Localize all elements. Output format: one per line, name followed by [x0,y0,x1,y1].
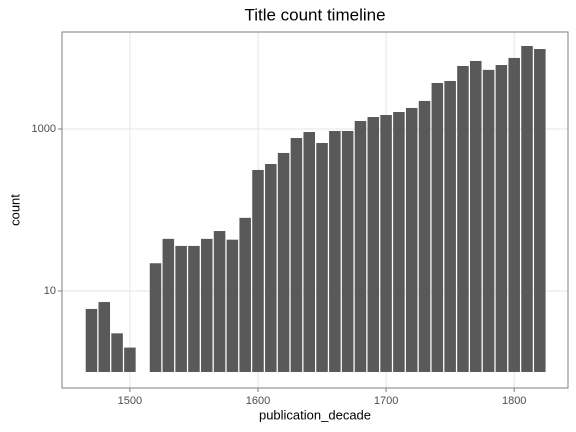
bar [341,130,354,372]
bar [470,60,482,372]
bar [239,217,251,372]
bar [111,333,123,372]
chart-title: Title count timeline [244,5,385,24]
bar [495,65,508,372]
bar [188,245,200,372]
y-axis-title: count [7,194,22,226]
bar [124,347,136,372]
x-tick-label: 1600 [246,395,270,407]
bar [354,121,367,372]
bar [329,130,341,372]
x-tick-label: 1500 [118,395,142,407]
bar [175,245,187,372]
x-tick-label: 1700 [374,395,398,407]
bar [418,100,431,372]
panel-border [61,31,569,389]
bar [149,263,162,372]
bar [521,45,533,372]
bar [226,239,239,372]
bar [85,308,98,372]
bar [482,69,495,372]
bar [367,117,380,372]
bar [508,57,520,372]
bar [380,114,392,372]
bar [200,238,213,372]
bar [316,142,328,372]
y-tick-label: 10 [44,285,56,297]
bar [98,302,111,372]
bar [431,82,444,372]
bar [405,107,418,372]
bar [457,65,469,372]
bar [444,80,456,372]
x-tick-label: 1800 [502,395,526,407]
bar [290,138,303,372]
x-axis-title: publication_decade [259,407,371,422]
bar [393,111,405,372]
bar [252,169,264,372]
bar [534,49,546,372]
y-tick-label: 1000 [32,123,56,135]
bar [303,132,315,372]
bar [162,238,175,372]
bar [277,152,290,372]
bar [265,163,277,372]
bar [213,231,226,372]
